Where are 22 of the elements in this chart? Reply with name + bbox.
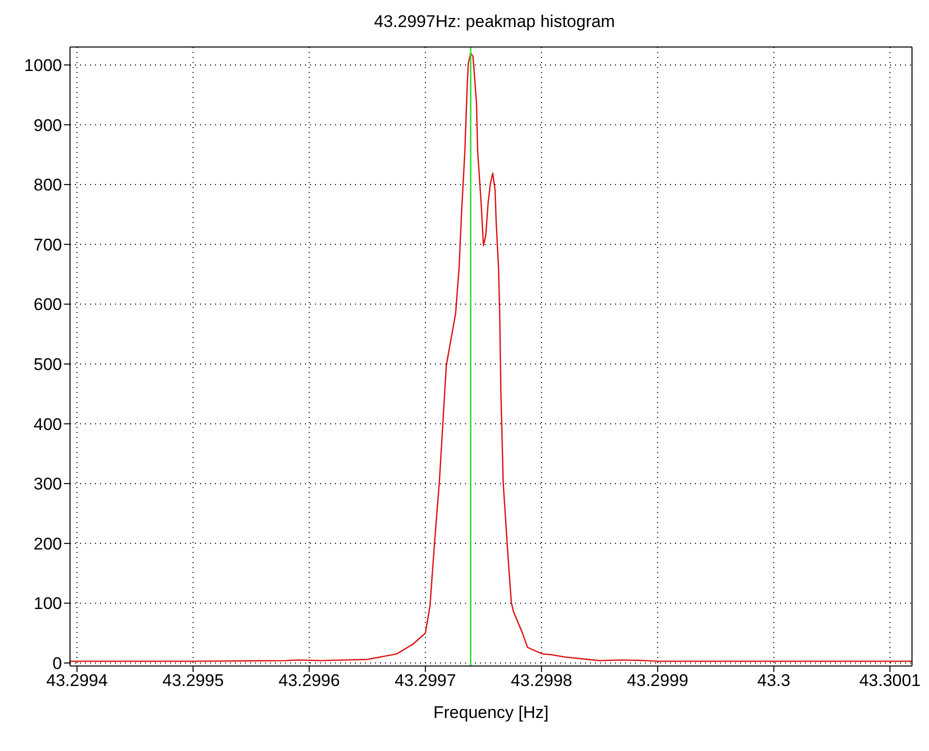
y-tick-label: 700	[34, 235, 62, 254]
y-tick-label: 300	[34, 474, 62, 494]
x-axis-title: Frequency [Hz]	[433, 703, 549, 722]
x-tick-label: 43.2995	[162, 671, 224, 690]
y-tick-label: 1000	[24, 56, 62, 75]
x-tick-label: 43.3001	[859, 671, 921, 690]
y-tick-label: 800	[34, 176, 62, 195]
x-tick-label: 43.2994	[46, 671, 108, 690]
y-tick-label: 400	[34, 414, 62, 434]
y-tick-label: 100	[34, 594, 62, 614]
y-tick-label: 600	[34, 295, 62, 314]
chart-title: 43.2997Hz: peakmap histogram	[373, 11, 616, 33]
y-tick-label: 200	[34, 534, 62, 554]
x-tick-label: 43.2997	[394, 671, 456, 690]
x-tick-label: 43.2998	[510, 671, 572, 690]
x-tick-label: 43.2996	[278, 671, 340, 690]
y-tick-label: 0	[52, 654, 62, 674]
line-series	[70, 52, 912, 662]
y-tick-label: 500	[34, 355, 62, 374]
x-tick-label: 43.3	[757, 671, 790, 690]
x-tick-label: 43.2999	[626, 671, 688, 690]
y-tick-label: 900	[34, 116, 62, 135]
